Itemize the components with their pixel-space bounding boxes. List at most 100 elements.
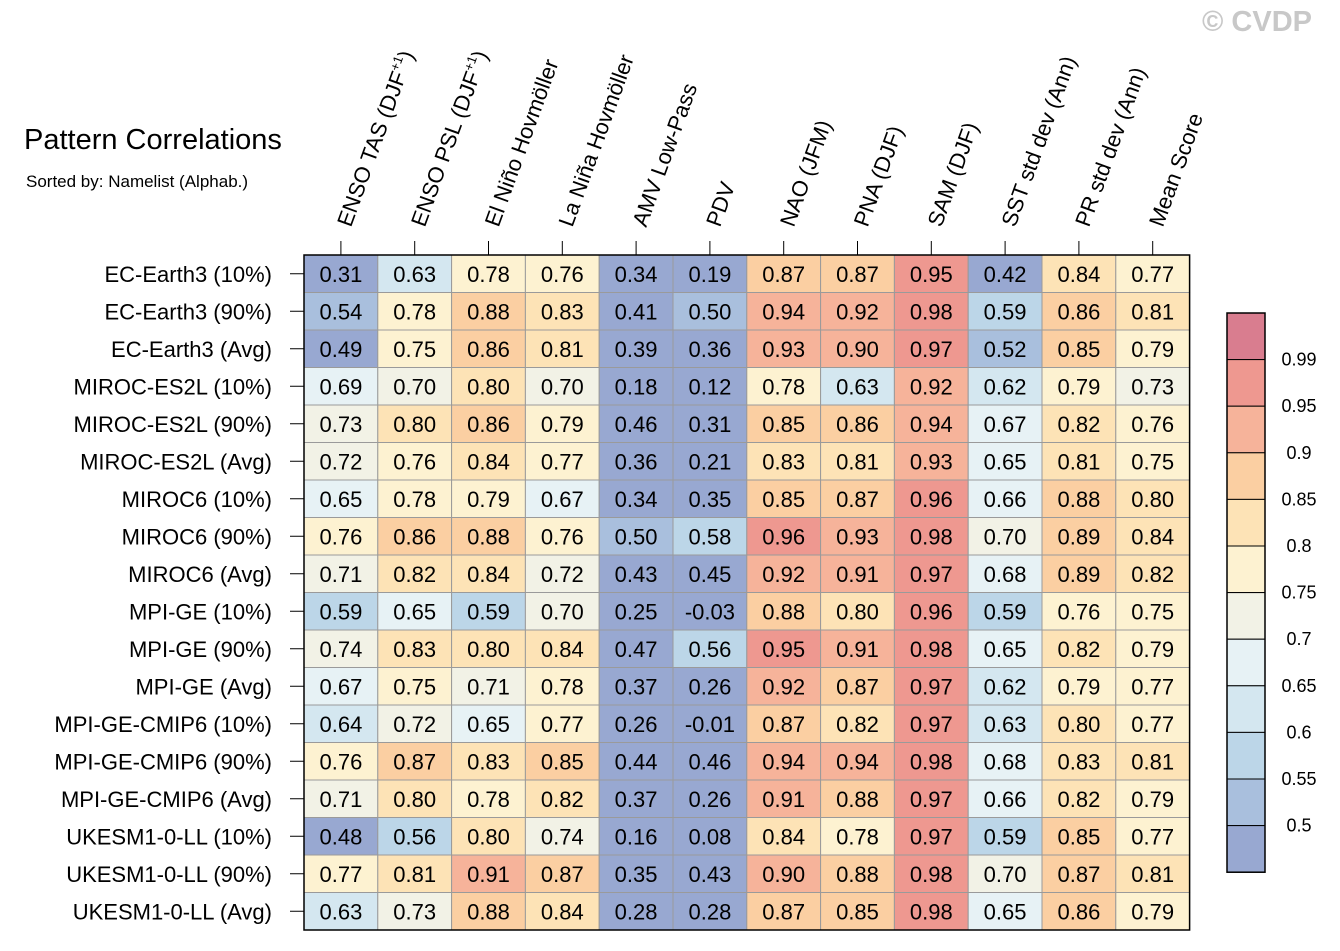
heatmap-cell xyxy=(893,629,969,668)
heatmap-cell xyxy=(967,479,1043,518)
colorbar-segment xyxy=(1226,312,1266,361)
cvdp-watermark: © CVDP xyxy=(1202,6,1312,38)
heatmap-cell xyxy=(377,367,453,406)
heatmap-cell xyxy=(303,704,379,743)
cell-value: 0.54 xyxy=(319,299,362,324)
cell-value: -0.03 xyxy=(685,599,735,624)
heatmap-cell xyxy=(598,779,674,818)
cell-value: 0.67 xyxy=(984,412,1027,437)
heatmap-cell xyxy=(1115,517,1191,556)
cell-value: 0.82 xyxy=(541,787,584,812)
cell-value: 0.42 xyxy=(984,262,1027,287)
cell-value: 0.70 xyxy=(984,862,1027,887)
row-label: MIROC-ES2L (90%) xyxy=(74,412,272,437)
cell-value: 0.81 xyxy=(1131,299,1174,324)
cell-value: 0.86 xyxy=(1057,899,1100,924)
colorbar-label: 0.55 xyxy=(1281,769,1316,789)
heatmap-cell xyxy=(746,742,822,781)
cell-value: 0.87 xyxy=(393,749,436,774)
heatmap-cell xyxy=(524,517,600,556)
cell-value: 0.28 xyxy=(615,899,658,924)
cell-value: 0.36 xyxy=(688,337,731,362)
heatmap-cell xyxy=(672,479,748,518)
heatmap-cell xyxy=(303,854,379,893)
row-label: EC-Earth3 (10%) xyxy=(104,262,272,287)
cell-value: 0.76 xyxy=(1057,599,1100,624)
row-label: MPI-GE-CMIP6 (10%) xyxy=(54,712,272,737)
cell-value: 0.77 xyxy=(1131,262,1174,287)
cell-value: 0.31 xyxy=(688,412,731,437)
cell-value: 0.62 xyxy=(984,374,1027,399)
heatmap-cell xyxy=(893,292,969,331)
cell-value: 0.35 xyxy=(688,487,731,512)
row-label: EC-Earth3 (90%) xyxy=(104,299,272,324)
cell-value: 0.78 xyxy=(762,374,805,399)
heatmap-cell xyxy=(820,742,895,781)
cell-value: 0.26 xyxy=(615,712,658,737)
cell-value: 0.63 xyxy=(319,899,362,924)
cell-value: 0.98 xyxy=(910,899,953,924)
cell-value: 0.80 xyxy=(393,787,436,812)
cell-value: 0.88 xyxy=(836,862,879,887)
cell-value: 0.31 xyxy=(319,262,362,287)
cell-value: 0.77 xyxy=(1131,824,1174,849)
heatmap-cell xyxy=(893,667,969,706)
heatmap-cell xyxy=(820,592,895,631)
heatmap-cell xyxy=(524,854,600,893)
cell-value: 0.75 xyxy=(1131,599,1174,624)
heatmap-cell xyxy=(893,517,969,556)
cell-value: 0.92 xyxy=(836,299,879,324)
cell-value: 0.68 xyxy=(984,749,1027,774)
colorbar-segment xyxy=(1226,498,1266,547)
heatmap-cell xyxy=(672,629,748,668)
cell-value: 0.75 xyxy=(1131,449,1174,474)
heatmap-cell xyxy=(524,442,600,481)
cell-value: 0.65 xyxy=(984,449,1027,474)
heatmap-cell xyxy=(303,404,379,443)
colorbar-label: 0.65 xyxy=(1281,676,1316,696)
cell-value: 0.81 xyxy=(836,449,879,474)
heatmap-cell xyxy=(451,854,526,893)
column-label: La Niña Hovmöller xyxy=(554,51,639,230)
column-label: ENSO PSL (DJF+1) xyxy=(405,47,493,230)
cell-value: 0.79 xyxy=(1131,337,1174,362)
cell-value: 0.37 xyxy=(615,787,658,812)
row-label: MPI-GE (10%) xyxy=(129,599,272,624)
cell-value: 0.96 xyxy=(762,524,805,549)
cell-value: 0.21 xyxy=(688,449,731,474)
cell-value: 0.87 xyxy=(836,487,879,512)
cell-value: 0.97 xyxy=(910,562,953,587)
heatmap-cell xyxy=(746,667,822,706)
cell-value: 0.86 xyxy=(1057,299,1100,324)
cell-value: 0.76 xyxy=(319,524,362,549)
cell-value: 0.47 xyxy=(615,637,658,662)
colorbar-label: 0.6 xyxy=(1286,722,1311,742)
cell-value: 0.45 xyxy=(688,562,731,587)
cell-value: 0.35 xyxy=(615,862,658,887)
row-label: UKESM1-0-LL (90%) xyxy=(66,862,272,887)
heatmap-cell xyxy=(598,442,674,481)
cell-value: 0.79 xyxy=(1131,899,1174,924)
heatmap-cell xyxy=(524,892,600,931)
column-label: AMV Low-Pass xyxy=(627,80,702,230)
cell-value: 0.76 xyxy=(319,749,362,774)
cell-value: 0.82 xyxy=(1057,787,1100,812)
column-label: PDV xyxy=(701,178,740,229)
cell-value: 0.77 xyxy=(1131,674,1174,699)
cell-value: 0.98 xyxy=(910,862,953,887)
heatmap-cell xyxy=(967,854,1043,893)
heatmap-cell xyxy=(377,667,453,706)
heatmap-cell xyxy=(524,404,600,443)
cell-value: 0.19 xyxy=(688,262,731,287)
cell-value: 0.80 xyxy=(467,637,510,662)
heatmap-cell xyxy=(967,892,1043,931)
heatmap-cell xyxy=(672,292,748,331)
heatmap-cell xyxy=(820,554,895,593)
heatmap-cell xyxy=(524,742,600,781)
cell-value: 0.87 xyxy=(762,262,805,287)
cell-value: 0.76 xyxy=(541,262,584,287)
cell-value: 0.91 xyxy=(762,787,805,812)
heatmap-cell xyxy=(377,854,453,893)
cell-value: 0.72 xyxy=(393,712,436,737)
